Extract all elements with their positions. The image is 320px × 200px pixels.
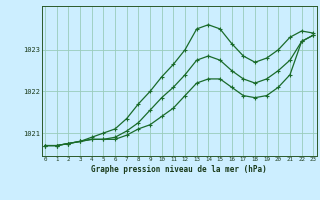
X-axis label: Graphe pression niveau de la mer (hPa): Graphe pression niveau de la mer (hPa) — [91, 165, 267, 174]
